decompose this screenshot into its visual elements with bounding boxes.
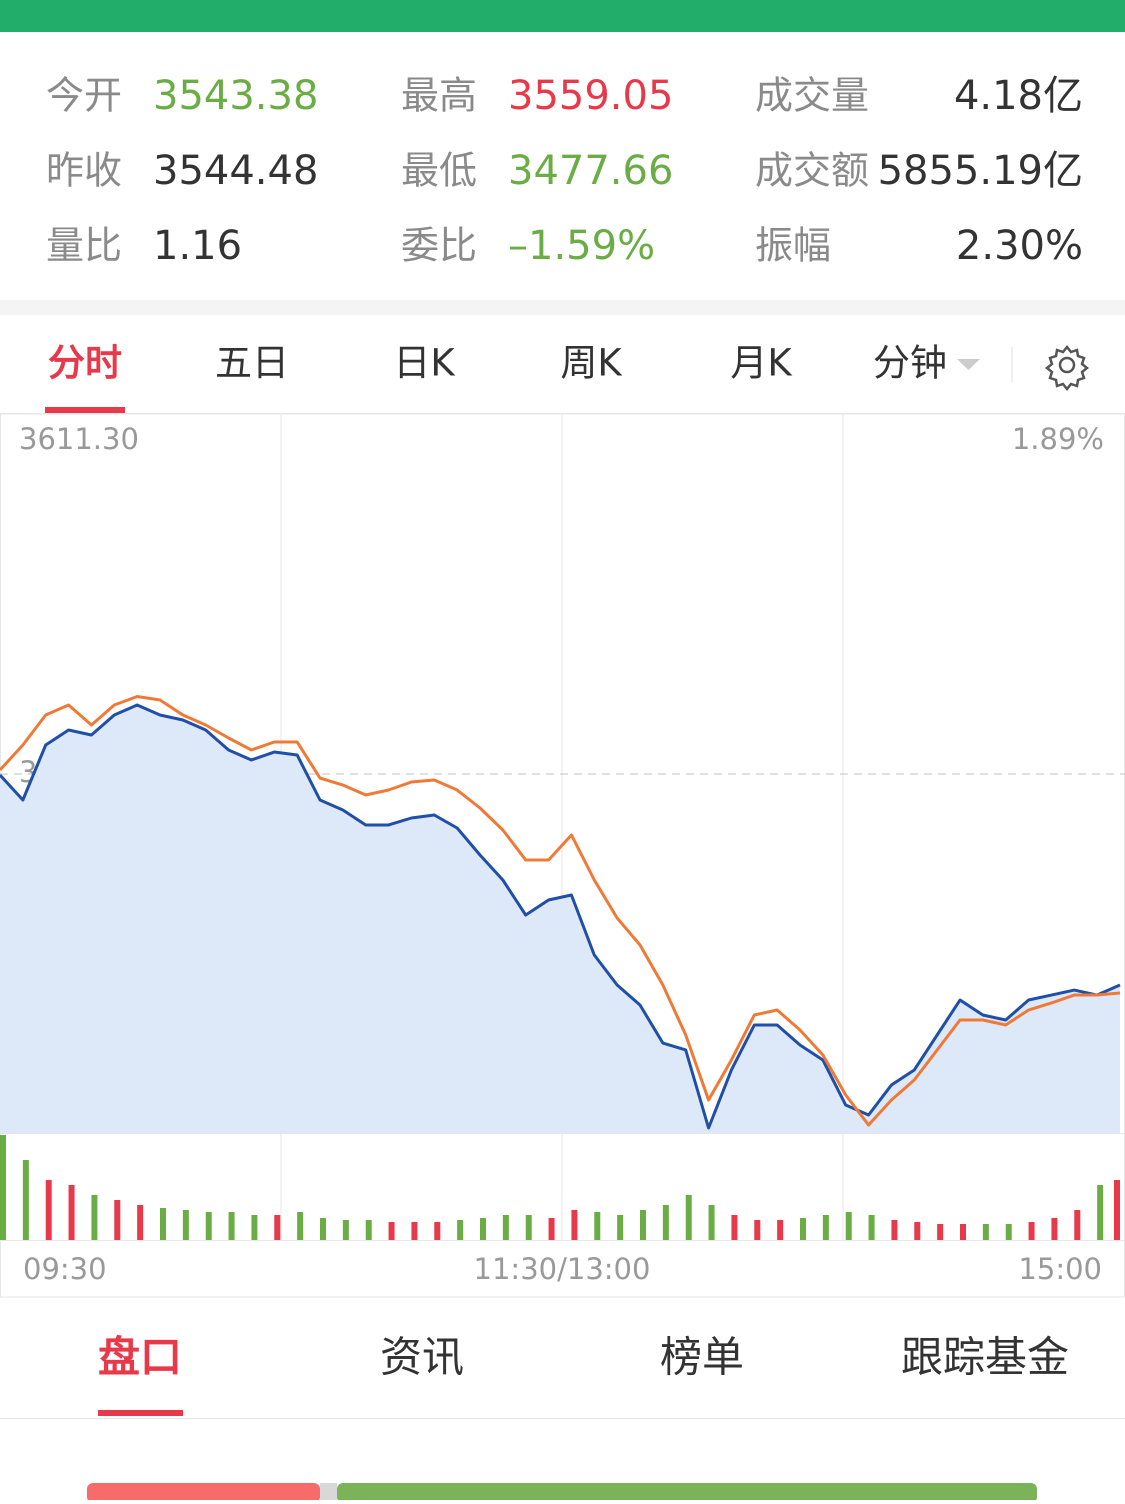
volume-bar xyxy=(571,1210,578,1240)
volume-bar xyxy=(388,1222,395,1240)
volume-bar xyxy=(320,1218,326,1240)
price-line xyxy=(0,703,1121,1130)
volume-bar xyxy=(228,1212,235,1240)
volume-bar xyxy=(502,1215,509,1240)
volume-bar xyxy=(342,1220,349,1240)
volume-bar xyxy=(1097,1185,1104,1240)
stat-label: 昨收 xyxy=(46,149,122,193)
volume-bar xyxy=(914,1222,921,1240)
stat-label: 成交额 xyxy=(755,149,869,193)
volume-bar xyxy=(434,1222,441,1240)
stat-value: 2.30% xyxy=(956,223,1083,269)
bottom-tab[interactable]: 榜单 xyxy=(660,1333,744,1382)
volume-bar xyxy=(800,1218,806,1240)
volume-bar xyxy=(731,1215,738,1240)
y2-tick-label: 1.89% xyxy=(1012,422,1104,456)
volume-bar xyxy=(205,1212,212,1240)
bottom-tab[interactable]: 盘口 xyxy=(98,1333,182,1382)
volume-bar xyxy=(708,1205,715,1240)
tab-underline xyxy=(45,407,125,413)
volume-bar xyxy=(137,1205,144,1240)
volume-bar xyxy=(411,1222,418,1240)
volume-bar xyxy=(822,1215,829,1240)
stat-value: 3544.48 xyxy=(153,148,318,194)
stat-value: 1.16 xyxy=(153,223,242,269)
volume-bar xyxy=(91,1195,98,1240)
stat-label: 振幅 xyxy=(755,224,831,268)
volume-bar xyxy=(1074,1210,1081,1240)
stat-value: 3477.66 xyxy=(508,148,673,194)
chart-tab[interactable]: 日K xyxy=(393,342,456,385)
volume-bar xyxy=(662,1205,669,1240)
volume-bar xyxy=(754,1220,761,1240)
bottom-tab[interactable]: 跟踪基金 xyxy=(901,1333,1069,1382)
stat-value: 3559.05 xyxy=(508,73,673,119)
volume-bar xyxy=(297,1212,304,1240)
volume-bar xyxy=(525,1215,532,1240)
volume-bar xyxy=(480,1218,486,1240)
breadth-segment xyxy=(337,1483,1037,1503)
volume-bar xyxy=(548,1218,555,1240)
chart-tab[interactable]: 分钟 xyxy=(873,342,947,385)
breadth-segment xyxy=(320,1483,337,1503)
settings-icon[interactable] xyxy=(1044,344,1090,392)
volume-bar xyxy=(160,1208,166,1240)
stat-label: 委比 xyxy=(401,224,477,268)
volume-bar xyxy=(457,1220,464,1240)
stat-value: –1.59% xyxy=(508,223,655,269)
chart-tab[interactable]: 分时 xyxy=(48,342,122,385)
stat-label: 成交量 xyxy=(755,74,869,118)
stat-value: 5855.19亿 xyxy=(878,148,1083,194)
volume-bar xyxy=(640,1210,646,1240)
dropdown-arrow[interactable] xyxy=(957,359,980,370)
breadth-segment xyxy=(87,1483,320,1503)
volume-bar xyxy=(982,1224,989,1240)
stat-label: 量比 xyxy=(46,224,122,268)
stat-value: 3543.38 xyxy=(153,73,318,119)
price-area xyxy=(0,705,1120,1133)
x-tick-label: 15:00 xyxy=(1018,1252,1102,1286)
volume-bar xyxy=(0,1135,6,1240)
volume-bar xyxy=(1005,1224,1012,1240)
volume-bar xyxy=(274,1215,281,1240)
chart-tab[interactable]: 周K xyxy=(560,342,623,385)
stat-value: 4.18亿 xyxy=(954,73,1083,119)
volume-bar xyxy=(68,1185,75,1240)
volume-bar xyxy=(1028,1222,1035,1240)
x-tick-label: 11:30/13:00 xyxy=(474,1252,651,1286)
average-line xyxy=(0,695,1121,1127)
status-bar xyxy=(0,0,1125,32)
stat-label: 最高 xyxy=(401,74,477,118)
volume-bar xyxy=(845,1212,852,1240)
chart-tab[interactable]: 月K xyxy=(730,342,793,385)
stat-label: 今开 xyxy=(46,74,122,118)
stat-label: 最低 xyxy=(401,149,477,193)
volume-bar xyxy=(1051,1218,1058,1240)
volume-bar xyxy=(777,1220,784,1240)
divider xyxy=(0,300,1125,315)
tab-underline xyxy=(98,1410,183,1416)
volume-bar xyxy=(365,1220,372,1240)
volume-bar xyxy=(868,1215,875,1240)
volume-bar xyxy=(1114,1180,1120,1240)
volume-bar xyxy=(114,1200,121,1240)
volume-bar xyxy=(891,1220,898,1240)
y-tick-label: 3611.30 xyxy=(19,422,139,456)
volume-bar xyxy=(251,1215,258,1240)
bottom-tab[interactable]: 资讯 xyxy=(380,1333,464,1382)
volume-bar xyxy=(617,1215,624,1240)
x-tick-label: 09:30 xyxy=(23,1252,107,1286)
volume-bar xyxy=(45,1180,52,1240)
volume-bar xyxy=(22,1160,29,1240)
volume-bar xyxy=(594,1212,601,1240)
volume-bar xyxy=(182,1210,189,1240)
volume-bar xyxy=(960,1224,966,1240)
volume-bar xyxy=(685,1195,692,1240)
chart-tab[interactable]: 五日 xyxy=(215,342,289,385)
volume-bar xyxy=(937,1224,944,1240)
